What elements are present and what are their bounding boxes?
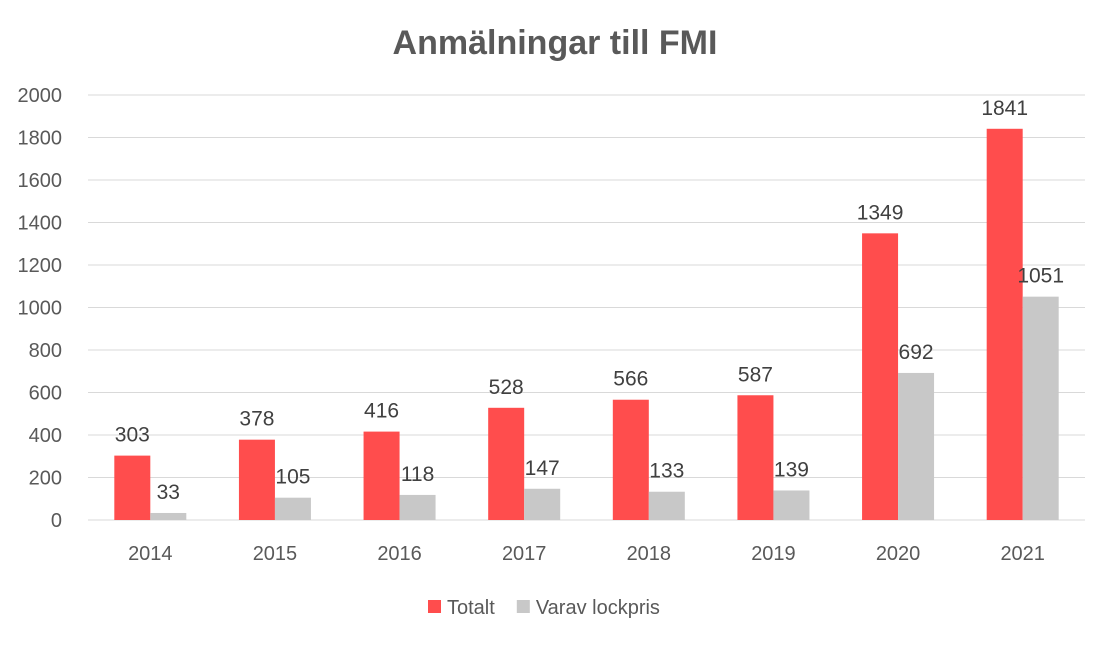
- data-label: 118: [401, 463, 434, 486]
- data-label: 566: [613, 368, 648, 391]
- data-label: 139: [774, 458, 809, 481]
- x-tick-label: 2014: [128, 543, 173, 565]
- data-label: 133: [649, 460, 684, 483]
- data-label: 303: [115, 424, 150, 447]
- bar-totalt: [488, 407, 525, 520]
- data-label: 587: [738, 363, 773, 386]
- legend-swatch: [516, 600, 530, 613]
- data-label: 528: [489, 376, 524, 399]
- y-tick-label: 200: [29, 468, 62, 490]
- legend-swatch: [428, 600, 441, 613]
- y-tick-label: 1000: [18, 298, 63, 320]
- x-tick-label: 2021: [1000, 543, 1045, 565]
- bar-totalt: [612, 399, 649, 520]
- data-label: 378: [239, 408, 274, 431]
- x-tick-label: 2018: [627, 543, 672, 565]
- bar-totalt: [114, 455, 151, 520]
- data-label: 147: [525, 457, 560, 480]
- bar-totalt: [737, 395, 774, 520]
- y-tick-label: 1600: [18, 170, 63, 192]
- data-label: 33: [157, 481, 180, 504]
- bar-totalt: [238, 439, 275, 520]
- y-tick-label: 600: [29, 383, 62, 405]
- bar-varav-lockpris: [1022, 296, 1059, 520]
- chart-title: Anmälningar till FMI: [393, 24, 718, 62]
- bar-varav-lockpris: [898, 372, 935, 520]
- legend-label: Varav lockpris: [536, 597, 660, 619]
- bar-totalt: [986, 128, 1023, 520]
- y-tick-label: 1200: [18, 255, 63, 277]
- x-tick-label: 2020: [876, 543, 921, 565]
- data-label: 1051: [1017, 265, 1064, 288]
- bar-varav-lockpris: [274, 497, 311, 520]
- x-tick-label: 2015: [253, 543, 298, 565]
- data-label: 692: [899, 341, 934, 364]
- y-tick-label: 0: [51, 510, 62, 532]
- bar-varav-lockpris: [773, 490, 810, 520]
- data-label: 416: [364, 400, 399, 423]
- bar-varav-lockpris: [150, 512, 187, 520]
- bar-varav-lockpris: [524, 488, 561, 520]
- y-tick-label: 1400: [18, 213, 63, 235]
- data-label: 1841: [981, 97, 1028, 120]
- x-tick-label: 2019: [751, 543, 796, 565]
- bar-totalt: [363, 431, 400, 520]
- data-label: 105: [275, 466, 310, 489]
- x-tick-label: 2017: [502, 543, 547, 565]
- y-tick-label: 2000: [18, 85, 63, 107]
- y-tick-label: 1800: [18, 128, 63, 150]
- y-tick-label: 400: [29, 425, 62, 447]
- legend: Totalt Varav lockpris: [428, 597, 660, 619]
- bar-totalt: [862, 233, 899, 520]
- data-label: 1349: [857, 201, 904, 224]
- bar-varav-lockpris: [648, 491, 685, 520]
- y-tick-label: 800: [29, 340, 62, 362]
- x-tick-label: 2016: [377, 543, 422, 565]
- bar-varav-lockpris: [399, 494, 436, 520]
- legend-label: Totalt: [447, 597, 495, 619]
